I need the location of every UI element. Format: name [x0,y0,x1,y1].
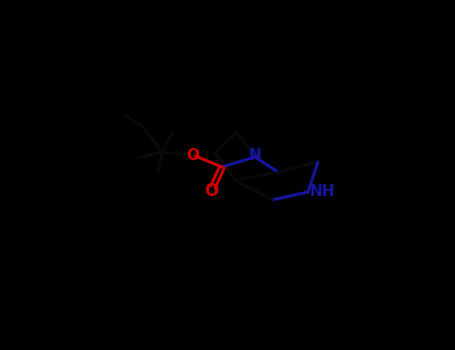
Text: N: N [248,148,261,163]
Text: NH: NH [310,184,335,200]
Text: O: O [187,147,199,162]
Text: O: O [204,182,218,200]
